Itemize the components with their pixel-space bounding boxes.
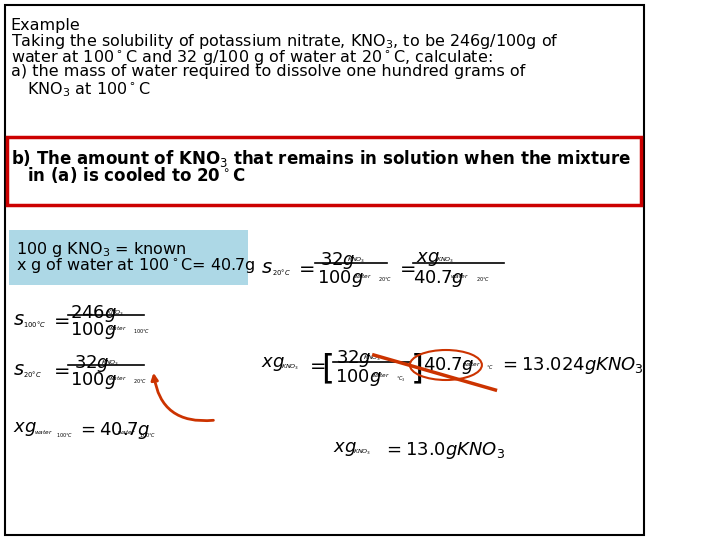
Text: $_{KNO_3}$: $_{KNO_3}$ xyxy=(436,255,454,265)
Text: $xg$: $xg$ xyxy=(416,250,440,268)
Text: $_{water}$: $_{water}$ xyxy=(451,272,469,281)
Text: $_{°C}$: $_{°C}$ xyxy=(487,364,495,372)
Text: $xg$: $xg$ xyxy=(261,355,285,373)
Text: $_{°C_3}$: $_{°C_3}$ xyxy=(396,375,406,384)
Text: $_{100°C}$: $_{100°C}$ xyxy=(24,320,47,330)
Text: $_{water}$: $_{water}$ xyxy=(371,371,390,380)
Text: $_{20°C}$: $_{20°C}$ xyxy=(378,276,392,284)
Text: $=$: $=$ xyxy=(396,258,416,277)
Text: $100g$: $100g$ xyxy=(71,320,117,341)
Text: $_{water}$: $_{water}$ xyxy=(462,360,481,369)
Text: $_{20°C}$: $_{20°C}$ xyxy=(133,378,148,386)
Text: $_{water}$: $_{water}$ xyxy=(117,428,136,437)
Text: $32g$: $32g$ xyxy=(336,348,372,369)
Text: KNO$_3$ at 100$^\circ$C: KNO$_3$ at 100$^\circ$C xyxy=(27,80,151,99)
Text: $_{20°C}$: $_{20°C}$ xyxy=(24,370,42,380)
FancyBboxPatch shape xyxy=(9,230,248,285)
Text: $[$: $[$ xyxy=(320,352,333,386)
Text: a) the mass of water required to dissolve one hundred grams of: a) the mass of water required to dissolv… xyxy=(11,64,525,79)
Text: $_{water}$: $_{water}$ xyxy=(108,374,127,383)
Text: $= 13.024g KNO_3$: $= 13.024g KNO_3$ xyxy=(499,355,644,376)
Text: $s$: $s$ xyxy=(13,310,24,329)
Text: $_{KNO_3}$: $_{KNO_3}$ xyxy=(363,353,382,363)
Text: $_{water}$: $_{water}$ xyxy=(108,324,127,333)
Text: $s$: $s$ xyxy=(13,360,24,379)
Text: $32g$: $32g$ xyxy=(320,250,356,271)
Text: $40.7g$: $40.7g$ xyxy=(423,355,474,376)
Text: $_{100°C}$: $_{100°C}$ xyxy=(139,432,156,440)
Text: 100 g KNO$_3$ = known: 100 g KNO$_3$ = known xyxy=(17,240,186,259)
Text: $s$: $s$ xyxy=(261,258,273,277)
Text: $32g$: $32g$ xyxy=(74,353,109,374)
Text: water at 100$^\circ$C and 32 g/100 g of water at 20$^\circ$C, calculate:: water at 100$^\circ$C and 32 g/100 g of … xyxy=(11,48,492,67)
Text: $=$: $=$ xyxy=(50,310,70,329)
Text: $100g$: $100g$ xyxy=(335,367,382,388)
Text: Example: Example xyxy=(11,18,81,33)
Text: $= 13.0g KNO_3$: $= 13.0g KNO_3$ xyxy=(383,440,505,461)
Text: $100g$: $100g$ xyxy=(71,370,117,391)
Text: $]$: $]$ xyxy=(410,352,422,386)
Text: $_{KNO_3}$: $_{KNO_3}$ xyxy=(107,308,125,318)
Text: $_{water}$: $_{water}$ xyxy=(35,428,53,437)
Text: x g of water at 100$^\circ$C= 40.7g: x g of water at 100$^\circ$C= 40.7g xyxy=(17,256,256,275)
Text: $_{KNO_3}$: $_{KNO_3}$ xyxy=(347,255,365,265)
Text: $=$: $=$ xyxy=(306,355,326,374)
Text: Taking the solubility of potassium nitrate, KNO$_3$, to be 246g/100g of: Taking the solubility of potassium nitra… xyxy=(11,32,559,51)
Text: $= 40.7g$: $= 40.7g$ xyxy=(76,420,150,441)
Text: $xg$: $xg$ xyxy=(13,420,37,438)
Text: $_{100°C}$: $_{100°C}$ xyxy=(133,328,150,336)
Text: in (a) is cooled to 20$^\circ$C: in (a) is cooled to 20$^\circ$C xyxy=(27,165,246,185)
Text: $=$: $=$ xyxy=(50,360,70,379)
Text: $_{20°C}$: $_{20°C}$ xyxy=(272,268,291,278)
Text: $=$: $=$ xyxy=(295,258,315,277)
Text: $xg$: $xg$ xyxy=(333,440,357,458)
Text: $_{KNO_3}$: $_{KNO_3}$ xyxy=(101,358,119,368)
Text: $40.7g$: $40.7g$ xyxy=(413,268,464,289)
Text: $100g$: $100g$ xyxy=(317,268,364,289)
Text: $_{20°C}$: $_{20°C}$ xyxy=(476,276,490,284)
Text: $_{KNO_3}$: $_{KNO_3}$ xyxy=(281,362,300,372)
Text: $_{KNO_3}$: $_{KNO_3}$ xyxy=(353,447,372,457)
Text: $246g$: $246g$ xyxy=(71,303,117,324)
Text: $_{100°C}$: $_{100°C}$ xyxy=(56,432,73,440)
Text: $_{water}$: $_{water}$ xyxy=(353,272,372,281)
Text: b) The amount of KNO$_3$ that remains in solution when the mixture: b) The amount of KNO$_3$ that remains in… xyxy=(11,148,631,169)
